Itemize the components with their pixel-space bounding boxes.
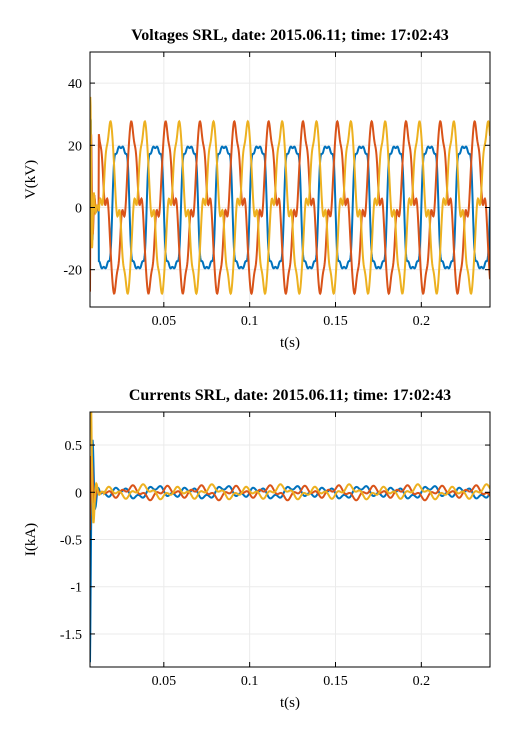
y-tick-label: -1 — [70, 581, 82, 596]
x-tick-label: 0.05 — [152, 314, 177, 329]
y-tick-label: 0 — [75, 486, 82, 501]
x-tick-label: 0.1 — [241, 314, 259, 329]
figure-container: Voltages SRL, date: 2015.06.11; time: 17… — [0, 0, 517, 746]
x-tick-label: 0.2 — [413, 674, 431, 689]
y-axis-label: I(kA) — [23, 523, 39, 556]
chart-title: Currents SRL, date: 2015.06.11; time: 17… — [129, 387, 451, 404]
y-tick-label: 0 — [75, 201, 82, 216]
y-tick-label: 20 — [68, 139, 82, 154]
chart-title: Voltages SRL, date: 2015.06.11; time: 17… — [131, 27, 449, 44]
y-axis-label: V(kV) — [23, 160, 39, 199]
x-tick-label: 0.15 — [323, 674, 348, 689]
x-tick-label: 0.2 — [413, 314, 431, 329]
y-tick-label: 40 — [68, 77, 82, 92]
y-tick-label: -0.5 — [60, 534, 82, 549]
x-axis-label: t(s) — [280, 335, 300, 351]
x-tick-label: 0.05 — [152, 674, 177, 689]
currents-chart: Currents SRL, date: 2015.06.11; time: 17… — [0, 384, 517, 719]
y-tick-label: 0.5 — [65, 439, 83, 454]
x-axis-label: t(s) — [280, 695, 300, 711]
x-tick-label: 0.1 — [241, 674, 259, 689]
voltages-chart: Voltages SRL, date: 2015.06.11; time: 17… — [0, 24, 517, 359]
x-tick-label: 0.15 — [323, 314, 348, 329]
y-tick-label: -20 — [63, 264, 82, 279]
y-tick-label: -1.5 — [60, 628, 82, 643]
